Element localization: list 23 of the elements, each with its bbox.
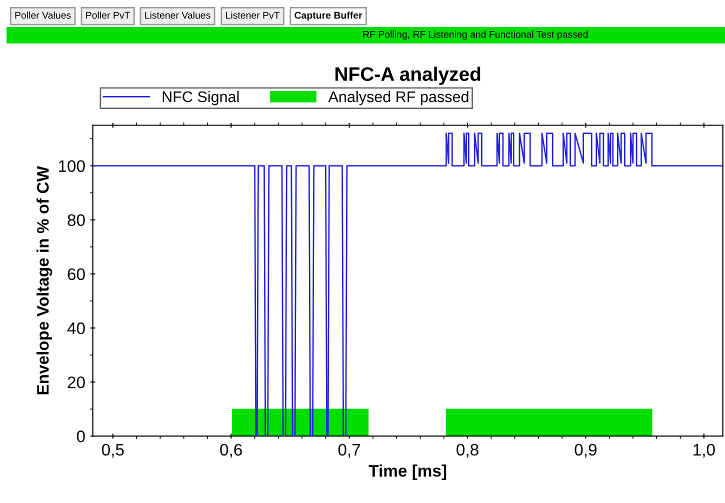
x-axis-title: Time [ms]	[368, 464, 446, 480]
text: Poller PvT	[86, 12, 130, 19]
chart-title: NFC-A analyzed	[335, 66, 480, 85]
text: RF Polling, RF Listening and Functional Test passed	[363, 30, 588, 40]
text: Listener Values	[145, 12, 210, 19]
y-tick-label: 40	[67, 322, 85, 334]
y-axis-title: Envelope Voltage in % of CW	[36, 166, 52, 394]
x-tick-label: 0,7	[338, 444, 360, 458]
text: Listener PvT	[226, 12, 280, 19]
y-tick-label: 60	[68, 268, 85, 280]
x-tick-label: 0,5	[102, 444, 124, 458]
x-tick-label: 0,6	[220, 444, 242, 458]
x-tick-label: 0,9	[574, 444, 597, 458]
y-tick-label: 0	[76, 430, 85, 442]
legend-label: Analysed RF passed	[328, 90, 468, 106]
x-tick-label: 0,8	[456, 444, 478, 458]
y-tick-label: 100	[58, 160, 85, 172]
y-tick-label: 20	[68, 376, 85, 388]
legend-label: NFC Signal	[162, 90, 239, 106]
x-tick-label: 1,0	[694, 444, 715, 458]
text: Poller Values	[15, 12, 71, 19]
text: Capture Buffer	[294, 12, 362, 21]
y-tick-label: 80	[68, 214, 85, 226]
